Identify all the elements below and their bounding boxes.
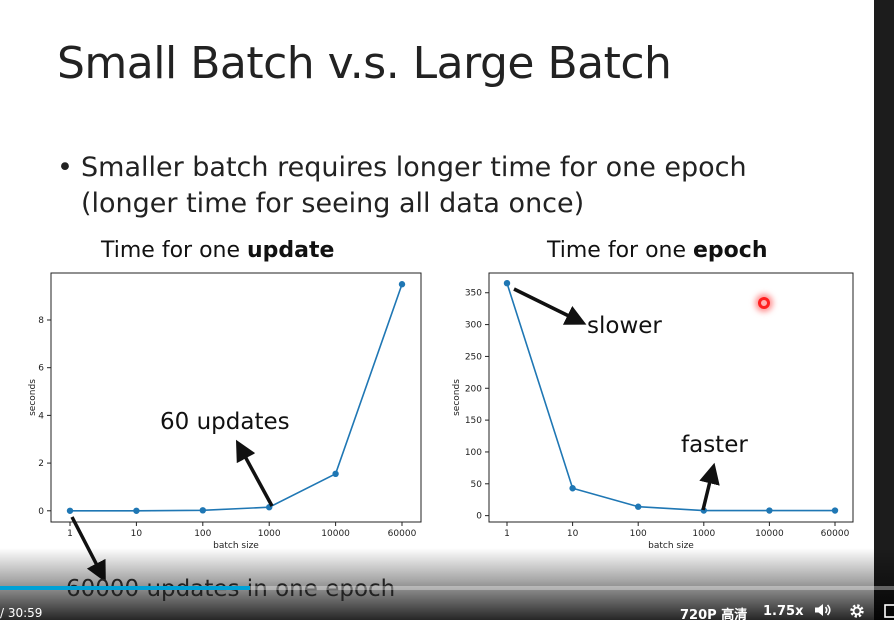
x-tick-label: 10 [567,529,579,539]
settings-gear-icon[interactable] [849,603,865,623]
bullet-text: Smaller batch requires longer time for o… [81,150,841,222]
x-tick-label: 10000 [755,529,784,539]
y-axis-label: seconds [452,379,462,416]
video-progress-bar[interactable] [0,586,894,590]
x-axis-label: batch size [648,541,694,551]
slide-title: Small Batch v.s. Large Batch [57,38,672,89]
x-tick-label: 100 [630,529,647,539]
x-tick-label: 1000 [692,529,715,539]
window-edge [874,0,894,620]
left-heading-bold: update [247,238,335,263]
bullet-line-1: Smaller batch requires longer time for o… [81,152,747,183]
fullscreen-icon[interactable] [884,604,894,622]
y-tick-label: 0 [476,512,482,522]
y-tick-label: 50 [471,480,483,490]
right-chart-heading: Time for one epoch [547,238,768,263]
slide: Small Batch v.s. Large Batch • Smaller b… [28,38,854,583]
data-point [635,503,642,510]
left-heading-prefix: Time for one [101,238,248,263]
arrow-slower [513,287,587,325]
data-point [569,485,576,492]
x-axis-label: batch size [213,541,259,551]
left-chart-heading: Time for one update [101,238,334,263]
x-tick-label: 10 [131,529,143,539]
y-tick-label: 250 [465,352,482,362]
data-point [398,281,406,288]
arrow-60-updates [235,439,274,507]
y-tick-label: 4 [38,411,44,421]
video-control-bar [0,548,894,620]
data-point [332,470,339,478]
x-tick-label: 100 [194,529,211,539]
bullet-dot-icon: • [57,152,73,183]
arrow-faster [699,462,720,511]
cursor-highlight [758,297,770,309]
y-tick-label: 6 [38,364,44,374]
data-point [503,279,511,287]
video-progress-fill [0,586,251,590]
epoch-time-chart: 0 50 100 150 200 250 300 350 1 10 100 1000 10000 6000… [452,272,854,551]
y-tick-label: 350 [465,289,482,299]
right-heading-bold: epoch [693,238,768,263]
y-tick-label: 100 [465,448,482,458]
x-tick-label: 60000 [821,529,850,539]
speed-button[interactable]: 1.75x [763,604,804,619]
y-tick-label: 2 [38,459,44,469]
y-tick-label: 0 [38,507,44,517]
data-point [66,507,74,514]
volume-icon[interactable] [814,603,832,621]
data-point [199,507,206,514]
annotation-60-updates: 60 updates [160,409,290,435]
y-tick-label: 300 [465,321,482,331]
bullet-line-2: (longer time for seeing all data once) [81,188,585,219]
y-tick-label: 150 [465,416,482,426]
quality-button[interactable]: 720P 高清 [680,608,748,623]
x-tick-label: 60000 [388,529,417,539]
annotation-arrows [70,287,720,583]
y-tick-label: 8 [38,316,44,326]
plot-frame [50,272,422,523]
x-tick-label: 1 [504,529,510,539]
annotation-faster: faster [681,432,748,458]
x-tick-label: 1000 [258,529,281,539]
x-tick-label: 10000 [321,529,350,539]
right-heading-prefix: Time for one [547,238,694,263]
plot-frame [488,272,854,523]
video-time-total: / 30:59 [0,606,43,620]
y-tick-label: 200 [465,384,482,394]
data-point [133,507,140,514]
series-line [70,283,403,512]
x-tick-label: 1 [67,529,73,539]
update-time-chart: 0 2 4 6 8 1 10 100 1000 10000 60000 batch size secon… [28,272,422,551]
data-point [831,507,839,514]
data-point [766,507,773,514]
annotation-slower: slower [587,313,662,339]
y-axis-label: seconds [28,379,38,416]
series-line [506,282,835,512]
